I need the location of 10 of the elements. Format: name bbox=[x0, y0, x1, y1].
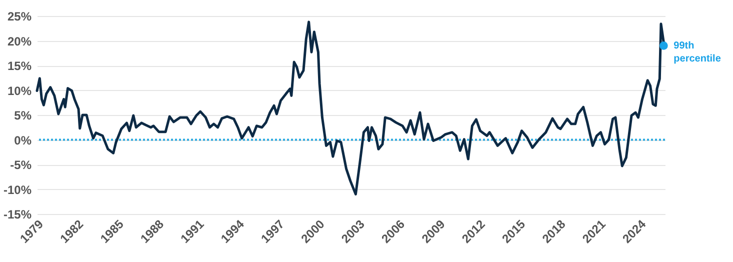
annotation: 99th percentile bbox=[674, 40, 722, 65]
y-tick-label: 5% bbox=[14, 108, 32, 122]
y-tick-label: -10% bbox=[3, 182, 32, 197]
y-tick-label: 25% bbox=[7, 10, 32, 24]
y-tick-label: -5% bbox=[10, 158, 32, 172]
y-tick-label: 10% bbox=[7, 84, 32, 98]
y-tick-label: 20% bbox=[7, 34, 32, 48]
y-tick-label: 0% bbox=[14, 133, 32, 148]
y-tick-label: 15% bbox=[7, 59, 32, 73]
y-tick-label: -15% bbox=[3, 208, 32, 222]
